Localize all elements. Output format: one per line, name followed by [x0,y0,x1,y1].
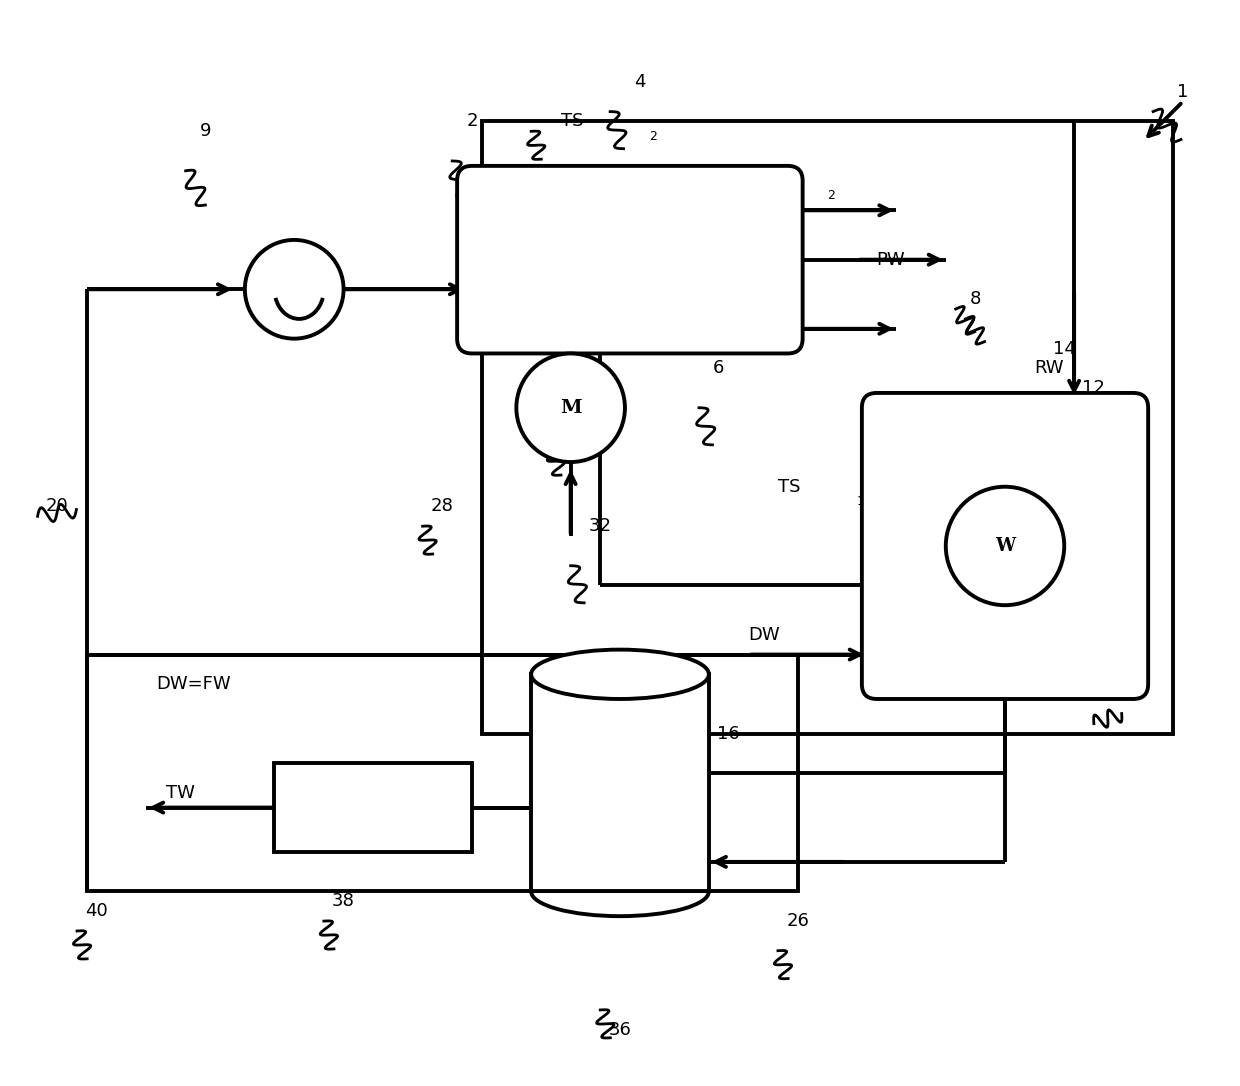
Text: 2: 2 [650,129,657,142]
Text: 36: 36 [609,1021,631,1038]
Text: 2: 2 [787,317,796,330]
Text: DW=FW: DW=FW [156,675,231,693]
Text: 2: 2 [827,189,836,202]
Text: 4: 4 [634,73,646,91]
Bar [531,674,709,892]
Ellipse shape [531,649,709,699]
Circle shape [516,353,625,462]
FancyBboxPatch shape [458,166,802,353]
Text: 2: 2 [466,113,477,130]
Text: 8: 8 [970,290,981,308]
Text: PW: PW [877,251,905,268]
Text: 12: 12 [1083,379,1105,397]
Text: 14: 14 [1053,340,1075,357]
Bar [87,655,797,892]
Text: TS: TS [560,113,583,130]
Bar [482,122,1173,733]
Circle shape [946,487,1064,605]
Text: 28: 28 [430,497,454,516]
Text: RW: RW [1034,359,1064,377]
Text: DW: DW [748,626,780,644]
Bar [274,763,472,853]
Text: 1: 1 [857,495,864,508]
Text: 34: 34 [569,418,591,437]
Text: DW: DW [343,794,376,811]
FancyBboxPatch shape [862,393,1148,699]
Text: 1: 1 [1177,83,1188,101]
Text: 9: 9 [200,123,211,140]
Text: 10: 10 [1112,685,1135,703]
Text: RW=WM: RW=WM [867,439,945,456]
Text: TW: TW [166,784,195,801]
Text: 40: 40 [86,902,108,920]
Text: TS: TS [777,478,801,495]
Text: 6: 6 [713,359,724,377]
Text: 38: 38 [332,893,355,910]
Text: 16: 16 [717,724,740,743]
Text: 26: 26 [786,912,810,930]
Text: O: O [758,172,773,190]
Text: 32: 32 [589,517,611,535]
Text: 20: 20 [46,497,68,516]
Text: H: H [719,300,733,318]
Circle shape [244,240,343,339]
Text: M: M [559,399,582,417]
Text: W: W [994,536,1016,555]
